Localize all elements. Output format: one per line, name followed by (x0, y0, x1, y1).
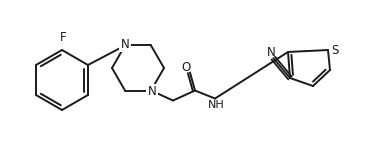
Text: N: N (121, 38, 129, 51)
Text: NH: NH (208, 99, 224, 110)
Text: S: S (331, 44, 339, 56)
Text: O: O (181, 61, 190, 74)
Text: N: N (147, 85, 156, 98)
Text: N: N (267, 46, 276, 59)
Text: F: F (60, 31, 66, 44)
